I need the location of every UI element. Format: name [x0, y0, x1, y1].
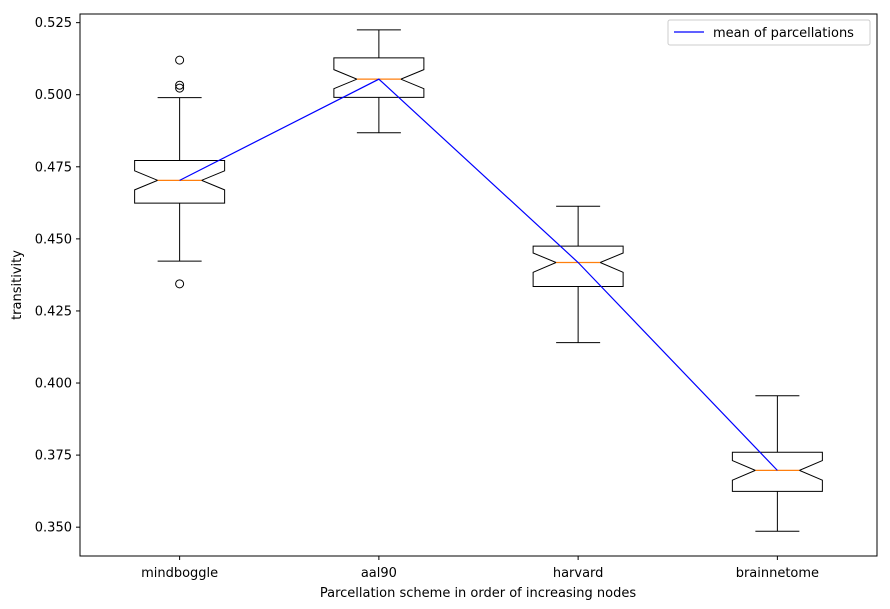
- plot-area-frame: [79, 13, 878, 557]
- x-tick-label: harvard: [553, 566, 604, 581]
- x-tick-label: brainnetome: [736, 566, 819, 581]
- x-axis-ticks: mindboggle aal90 harvard brainnetome: [141, 556, 819, 581]
- mean-line: [179, 78, 778, 471]
- y-tick-label: 0.350: [35, 521, 72, 536]
- y-tick-label: 0.400: [35, 377, 72, 392]
- outlier-point: [175, 83, 185, 93]
- y-tick-label: 0.375: [35, 449, 72, 464]
- legend-box: [667, 19, 871, 46]
- notched-box: [134, 159, 226, 204]
- y-tick-label: 0.425: [35, 304, 72, 319]
- y-tick-label: 0.475: [35, 160, 72, 175]
- y-tick-label: 0.450: [35, 232, 72, 247]
- legend: mean of parcellations: [667, 19, 871, 46]
- plot-content: [134, 29, 823, 532]
- x-tick-label: aal90: [361, 566, 397, 581]
- outlier-point: [175, 279, 185, 289]
- notched-box: [731, 451, 823, 492]
- x-axis-label: Parcellation scheme in order of increasi…: [320, 586, 637, 601]
- legend-label-mean-of-parcellations: mean of parcellations: [713, 26, 854, 41]
- outlier-point: [175, 55, 185, 65]
- box-aal90: [333, 29, 425, 134]
- outlier-point: [175, 80, 185, 90]
- y-tick-label: 0.525: [35, 16, 72, 31]
- y-axis-ticks: 0.350 0.375 0.400 0.425 0.450 0.475 0.500 0.525: [35, 16, 80, 536]
- notched-box: [333, 57, 425, 98]
- notched-box: [532, 245, 624, 287]
- x-tick-label: mindboggle: [141, 566, 218, 581]
- y-tick-label: 0.500: [35, 88, 72, 103]
- y-axis-label: transitivity: [10, 250, 25, 320]
